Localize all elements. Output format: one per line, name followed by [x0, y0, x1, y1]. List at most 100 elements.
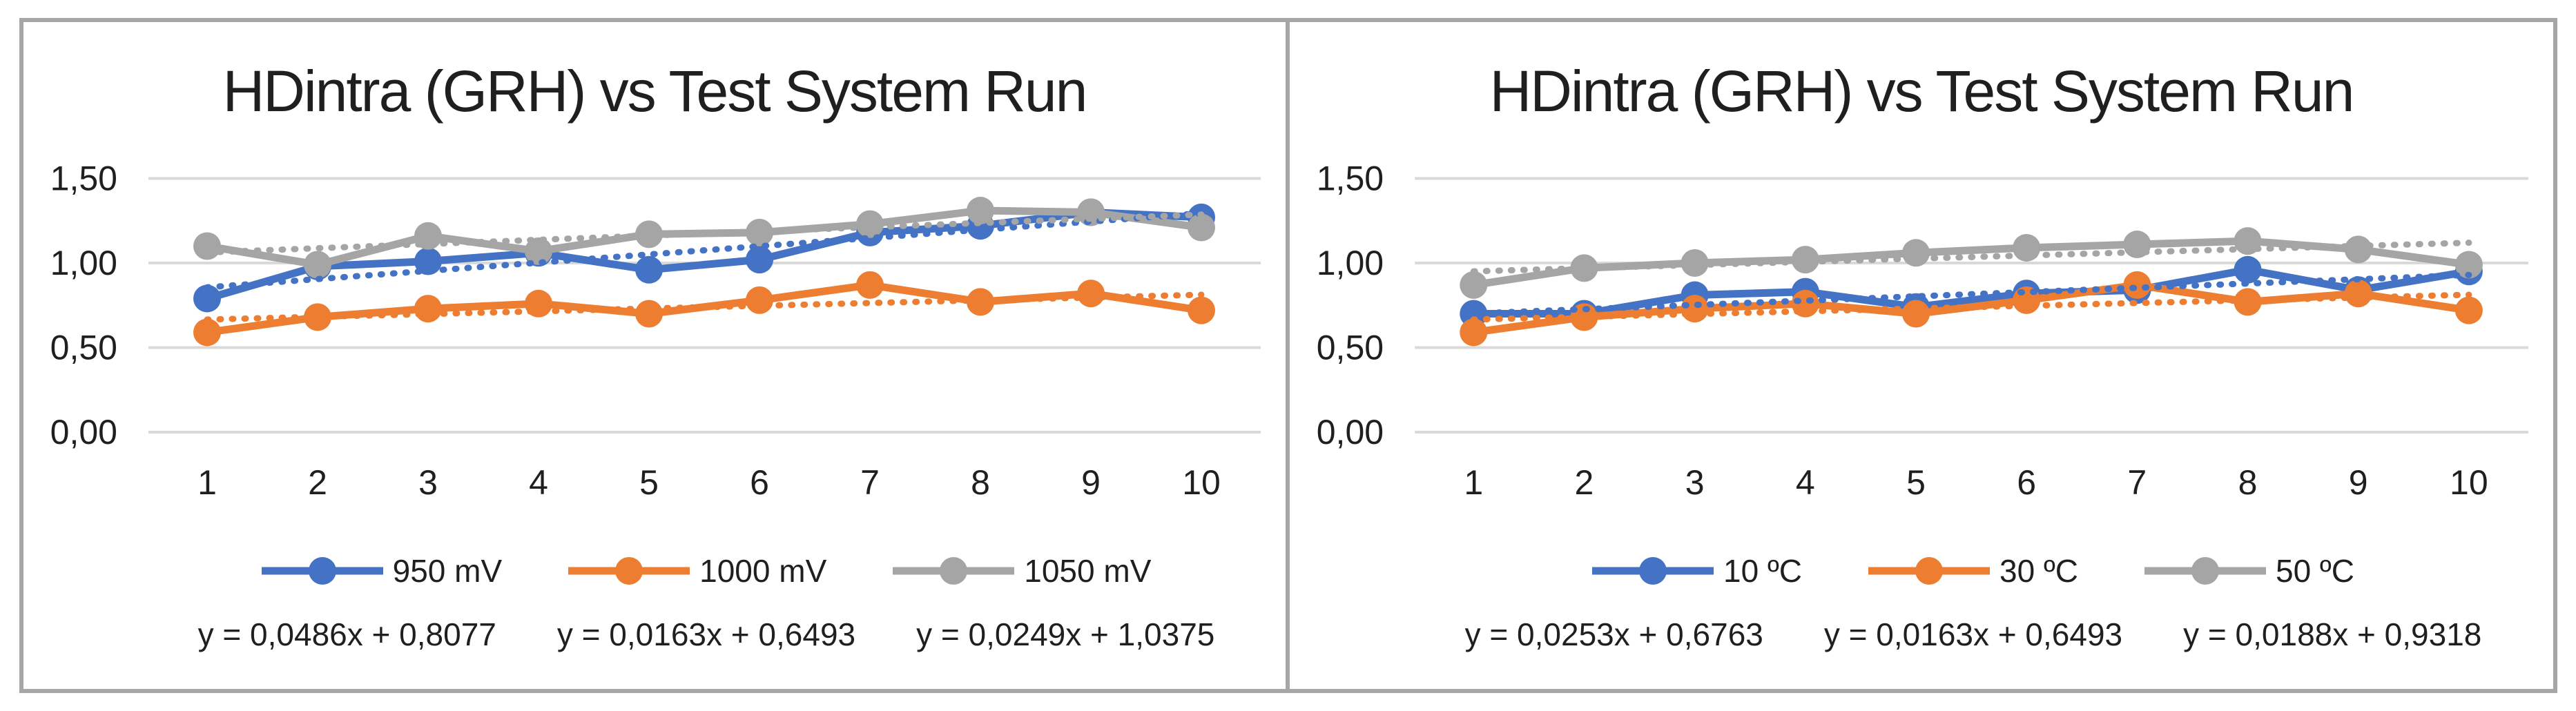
x-tick-label: 10 [2450, 463, 2488, 502]
data-point-1050-mv [856, 210, 884, 238]
data-point-50-c [1681, 249, 1709, 277]
legend-line-marker-icon [893, 557, 1015, 585]
x-tick-label: 1 [1464, 463, 1483, 502]
x-tick-label: 4 [1796, 463, 1815, 502]
legend-line-marker-icon [2144, 557, 2266, 585]
data-point-1050-mv [967, 197, 994, 225]
y-tick-label: 1,00 [50, 244, 117, 282]
y-tick-label: 0,50 [50, 329, 117, 367]
legend-line-marker-icon [1868, 557, 1991, 585]
data-point-10-c [2234, 255, 2262, 284]
data-point-1000-mv [746, 286, 773, 314]
y-tick-label: 0,00 [1317, 413, 1384, 451]
charts-frame: HDintra (GRH) vs Test System Run 0,00 0,5… [19, 18, 2557, 693]
x-tick-label: 8 [2238, 463, 2258, 502]
data-point-50-c [1460, 271, 1488, 299]
legend-item-50-c: 50 ºC [2144, 552, 2354, 590]
x-tick-label: 9 [1081, 463, 1101, 502]
y-tick-label: 1,50 [1317, 159, 1384, 198]
y-tick-label: 1,50 [50, 159, 117, 198]
y-tick-label: 0,50 [1317, 329, 1384, 367]
data-point-30-c [2454, 296, 2483, 324]
trendline-30-c [1470, 291, 2472, 323]
data-point-30-c [1901, 300, 1930, 328]
chart-title: HDintra (GRH) vs Test System Run [222, 59, 1088, 124]
x-tick-label: 7 [2127, 463, 2147, 502]
data-point-1050-mv [746, 218, 773, 246]
data-point-30-c [1681, 295, 1709, 323]
trendline-equations: y = 0,0253x + 0,6763 y = 0,0163x + 0,6493… [1393, 616, 2553, 653]
chart-panel-right: HDintra (GRH) vs Test System Run 0,00 0,5… [1290, 22, 2553, 689]
trendline-equation-950-mv: y = 0,0486x + 0,8077 [197, 616, 496, 652]
data-point-1000-mv [193, 318, 221, 347]
data-point-1000-mv [1188, 296, 1215, 324]
data-point-950-mv [414, 247, 442, 275]
legend-item-1000-mv: 1000 mV [568, 552, 826, 590]
data-point-1050-mv [193, 232, 221, 260]
chart-legend: 950 mV 1000 mV 1050 mV [127, 550, 1286, 592]
x-tick-label: 2 [1575, 463, 1594, 502]
legend-label: 10 ºC [1723, 553, 1803, 589]
x-tick-label: 3 [418, 463, 438, 502]
data-point-1050-mv [1188, 213, 1215, 242]
data-point-50-c [2454, 251, 2483, 279]
x-tick-label: 5 [1906, 463, 1926, 502]
x-tick-label: 7 [860, 463, 880, 502]
legend-label: 1000 mV [699, 553, 827, 589]
y-tick-label: 0,00 [50, 413, 117, 451]
trendline-1050-mv [204, 211, 1205, 256]
legend-label: 50 ºC [2275, 553, 2354, 589]
legend-item-30-c: 30 ºC [1868, 552, 2078, 590]
chart-panel-left: HDintra (GRH) vs Test System Run 0,00 0,5… [23, 22, 1290, 689]
trendline-equation-30-c: y = 0,0163x + 0,6493 [1823, 616, 2123, 652]
data-point-30-c [1460, 318, 1488, 347]
legend-marker-icon [940, 557, 968, 585]
data-point-950-mv [746, 246, 773, 274]
data-point-1050-mv [635, 220, 663, 249]
legend-line-marker-icon [261, 557, 383, 585]
y-tick-label: 1,00 [1317, 244, 1384, 282]
trendline-equation-1000-mv: y = 0,0163x + 0,6493 [556, 616, 856, 652]
x-tick-label: 6 [2017, 463, 2036, 502]
data-point-1000-mv [856, 271, 884, 299]
legend-line-marker-icon [1592, 557, 1714, 585]
data-point-50-c [1791, 246, 1819, 274]
trendline-10-c [1470, 271, 2472, 317]
x-tick-label: 9 [2349, 463, 2368, 502]
legend-marker-icon [1639, 557, 1667, 585]
data-point-1000-mv [635, 300, 663, 328]
chart-title: HDintra (GRH) vs Test System Run [1489, 59, 2355, 124]
legend-line-marker-icon [568, 557, 690, 585]
legend-label: 30 ºC [1999, 553, 2078, 589]
trendline-equations: y = 0,0486x + 0,8077 y = 0,0163x + 0,6493… [127, 616, 1286, 653]
chart-legend: 10 ºC 30 ºC 50 ºC [1393, 550, 2553, 592]
x-tick-label: 3 [1685, 463, 1705, 502]
series-line-10-c [1469, 266, 2473, 318]
trendline-equation-1050-mv: y = 0,0249x + 1,0375 [916, 616, 1215, 652]
line-chart-plot: 0,00 0,50 1,00 1,50 1 2 3 4 5 6 7 8 9 10 [50, 159, 1261, 502]
legend-item-950-mv: 950 mV [261, 552, 502, 590]
x-tick-label: 5 [639, 463, 659, 502]
data-point-950-mv [193, 284, 221, 313]
x-tick-label: 4 [529, 463, 548, 502]
legend-marker-icon [615, 557, 643, 585]
data-point-1000-mv [1077, 280, 1105, 308]
data-point-1050-mv [304, 251, 331, 279]
trendline-equation-10-c: y = 0,0253x + 0,6763 [1464, 616, 1763, 652]
legend-marker-icon [2191, 557, 2219, 585]
data-point-950-mv [635, 255, 663, 284]
data-point-50-c [2344, 235, 2372, 264]
x-tick-label: 2 [308, 463, 327, 502]
series-line-950-mv [203, 208, 1205, 302]
legend-marker-icon [1915, 557, 1944, 585]
trendline-equation-50-c: y = 0,0188x + 0,9318 [2183, 616, 2482, 652]
x-tick-label: 8 [971, 463, 990, 502]
x-tick-label: 1 [197, 463, 217, 502]
legend-label: 1050 mV [1024, 553, 1152, 589]
x-tick-label: 6 [750, 463, 769, 502]
trendline-950-mv [204, 210, 1205, 291]
line-chart-plot: 0,00 0,50 1,00 1,50 1 2 3 4 5 6 7 8 9 10 [1317, 159, 2528, 502]
data-point-30-c [2344, 280, 2372, 308]
x-tick-label: 10 [1182, 463, 1221, 502]
data-point-1050-mv [525, 237, 552, 265]
